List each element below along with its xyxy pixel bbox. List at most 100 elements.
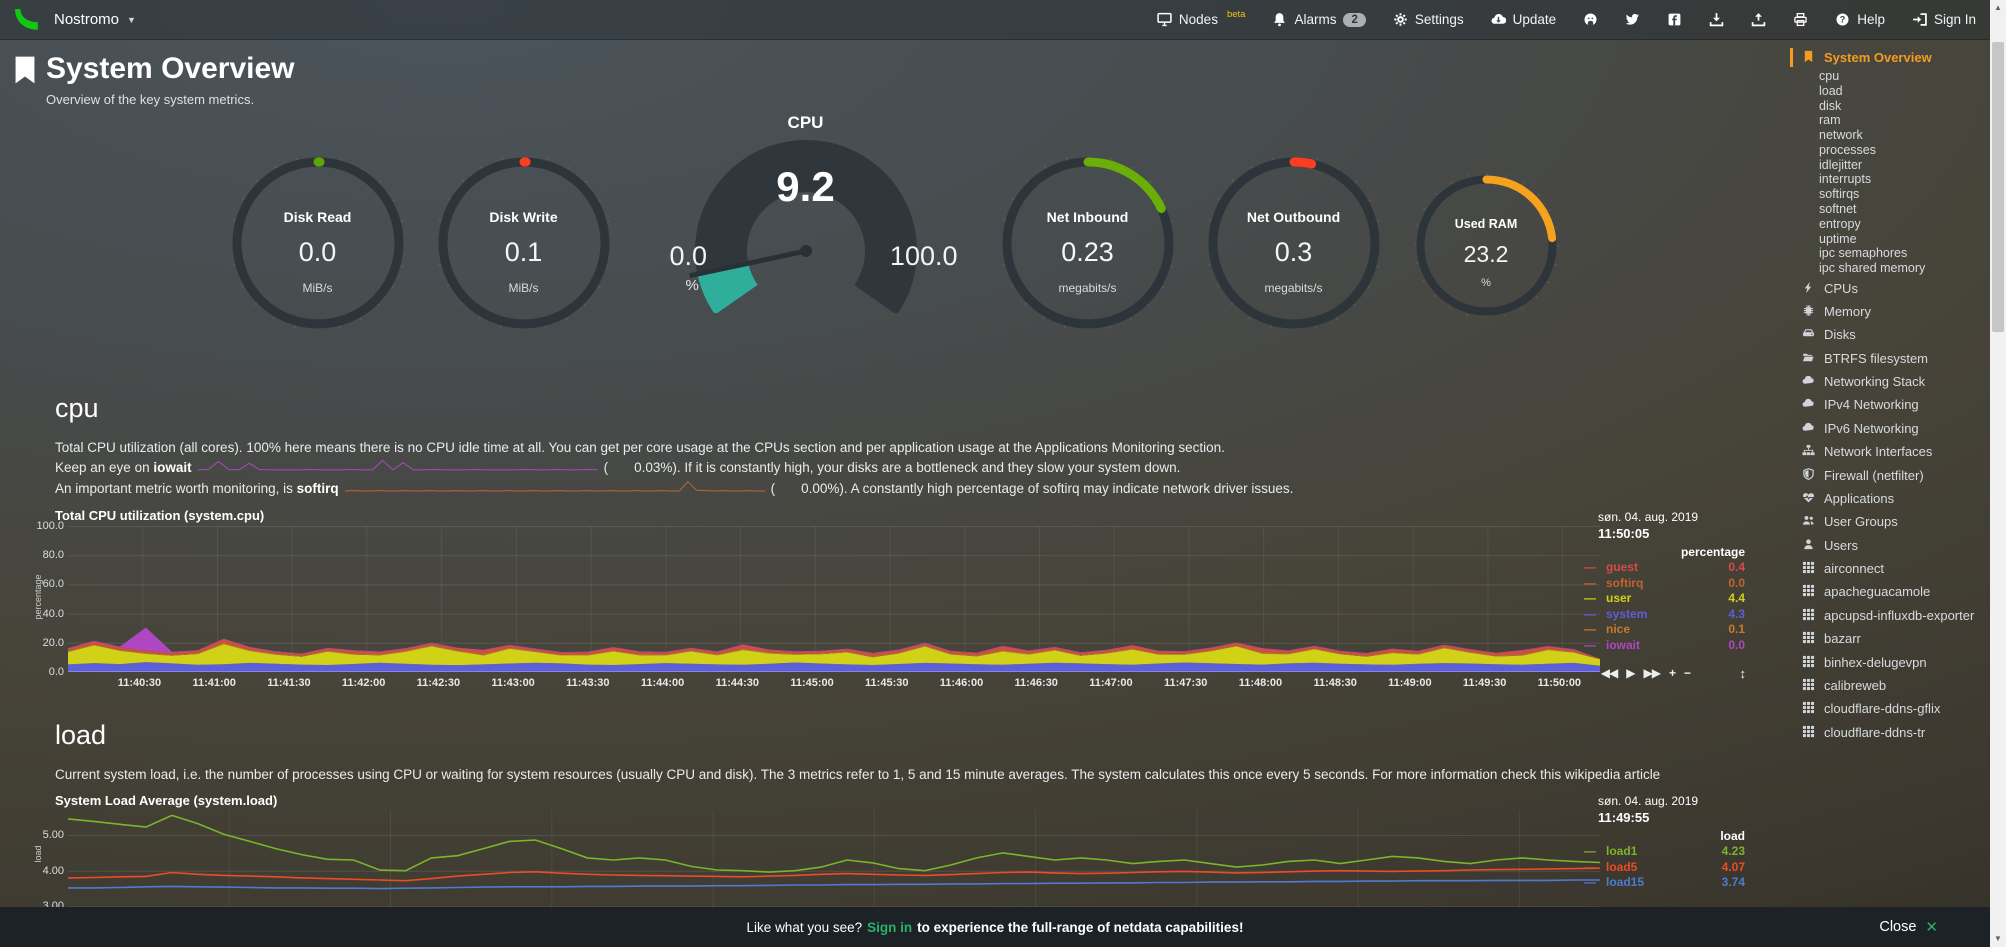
pan-forward-icon[interactable]: ▶▶ (1643, 666, 1661, 680)
sidebar-item-disks[interactable]: Disks (1802, 323, 1990, 346)
play-icon[interactable]: ▶ (1626, 666, 1635, 680)
resize-handle-icon[interactable]: ↕ (1739, 666, 1747, 681)
net-outbound-gauge[interactable]: Net Outbound 0.3 megabits/s (1207, 157, 1380, 329)
disk-read-gauge[interactable]: Disk Read 0.0 MiB/s (231, 157, 404, 329)
legend-row-softirq[interactable]: — softirq 0.0 (1584, 576, 1748, 592)
sidebar-item-cloudflare-ddns-tr[interactable]: cloudflare-ddns-tr (1802, 720, 1990, 743)
sidebar-item-users[interactable]: Users (1802, 533, 1990, 556)
github-button[interactable] (1583, 12, 1598, 27)
sidebar-subitem-interrupts[interactable]: interrupts (1819, 172, 1872, 187)
update-button[interactable]: Update (1491, 12, 1556, 27)
settings-button[interactable]: Settings (1393, 12, 1464, 27)
window-scrollbar[interactable]: ▲ ▼ (1990, 0, 2006, 947)
help-button[interactable]: ? Help (1835, 12, 1885, 27)
used-ram-gauge[interactable]: Used RAM 23.2 % (1413, 173, 1559, 318)
chevron-down-icon: ▼ (127, 14, 136, 25)
sidebar-subitem-ipc-semaphores[interactable]: ipc semaphores (1819, 246, 1908, 261)
legend-row-nice[interactable]: — nice 0.1 (1584, 622, 1748, 638)
gauge-title: CPU (787, 113, 824, 132)
x-tick-label: 11:46:00 (939, 677, 984, 689)
cpu-chart-canvas[interactable] (68, 526, 1600, 673)
nodes-button[interactable]: Nodes beta (1157, 9, 1245, 27)
sidebar-subitem-load[interactable]: load (1819, 83, 1843, 98)
sidebar-subitem-ram[interactable]: ram (1819, 113, 1841, 128)
sidebar-subitem-softirqs[interactable]: softirqs (1819, 187, 1860, 202)
scrollbar-thumb[interactable] (1992, 42, 2004, 332)
sidebar-item-cloudflare-ddns-gflix[interactable]: cloudflare-ddns-gflix (1802, 697, 1990, 720)
legend-date: søn. 04. aug. 2019 (1598, 510, 1699, 524)
sidebar-subitem-ipc-shared-memory[interactable]: ipc shared memory (1819, 261, 1926, 276)
legend-unit-header: percentage (1680, 545, 1745, 559)
sidebar-item-cpus[interactable]: CPUs (1802, 276, 1990, 299)
sidebar-item-airconnect[interactable]: airconnect (1802, 557, 1990, 580)
question-circle-icon: ? (1836, 13, 1849, 26)
sidebar-item-ipv4-networking[interactable]: IPv4 Networking (1802, 393, 1990, 416)
legend-row-load1[interactable]: — load1 4.23 (1584, 844, 1748, 860)
sidebar-item-system-overview[interactable]: System Overview (1790, 46, 1990, 69)
gauge-unit: % (1481, 277, 1491, 289)
hostname-dropdown[interactable]: Nostromo ▼ (54, 11, 136, 28)
legend-row-user[interactable]: — user 4.4 (1584, 591, 1748, 607)
x-tick-label: 11:49:00 (1388, 677, 1432, 689)
pan-backward-icon[interactable]: ◀◀ (1600, 666, 1618, 680)
sidebar-subitem-cpu[interactable]: cpu (1819, 68, 1840, 83)
cpu-gauge[interactable]: CPU 9.2 0.0 100.0 % (644, 113, 968, 365)
sidebar-item-bazarr[interactable]: bazarr (1802, 627, 1990, 650)
sidebar-item-label: IPv6 Networking (1824, 420, 1919, 436)
legend-row-iowait[interactable]: — iowait 0.0 (1584, 638, 1748, 654)
scrollbar-up-icon[interactable]: ▲ (1994, 3, 2002, 12)
chart-plot-area[interactable] (67, 810, 1601, 910)
sidebar-item-network-interfaces[interactable]: Network Interfaces (1802, 440, 1990, 463)
hostname-label: Nostromo (54, 11, 120, 28)
sidebar-item-btrfs-filesystem[interactable]: BTRFS filesystem (1802, 346, 1990, 369)
sidebar-subitem-uptime[interactable]: uptime (1819, 231, 1857, 246)
sidebar-item-ipv6-networking[interactable]: IPv6 Networking (1802, 417, 1990, 440)
zoom-out-icon[interactable]: − (1683, 666, 1691, 680)
sidebar-item-label: User Groups (1824, 514, 1898, 530)
sidebar-item-user-groups[interactable]: User Groups (1802, 510, 1990, 533)
banner-close-button[interactable]: Close ✕ (1879, 918, 1938, 936)
net-inbound-gauge[interactable]: Net Inbound 0.23 megabits/s (1001, 157, 1174, 329)
legend-row-system[interactable]: — system 4.3 (1584, 607, 1748, 623)
gauge-ring (437, 157, 610, 329)
sidebar-subitem-idlejitter[interactable]: idlejitter (1819, 157, 1863, 172)
legend-name: load15 (1606, 875, 1645, 889)
download-snapshot-button[interactable] (1709, 12, 1724, 27)
legend-row-guest[interactable]: — guest 0.4 (1584, 560, 1748, 576)
banner-signin-link[interactable]: Sign in (867, 919, 913, 935)
chart-plot-area[interactable] (68, 526, 1600, 673)
alarms-button[interactable]: Alarms 2 (1272, 12, 1366, 27)
sidebar-item-firewall-netfilter[interactable]: Firewall (netfilter) (1802, 463, 1990, 486)
sidebar-item-applications[interactable]: Applications (1802, 487, 1990, 510)
x-tick-label: 11:49:30 (1462, 677, 1507, 689)
signin-button[interactable]: Sign In (1912, 12, 1976, 27)
sidebar-item-calibreweb[interactable]: calibreweb (1802, 674, 1990, 697)
sidebar-subitem-network[interactable]: network (1819, 128, 1863, 143)
twitter-button[interactable] (1625, 12, 1640, 27)
sidebar-item-memory[interactable]: Memory (1802, 300, 1990, 323)
load-chart-canvas[interactable] (67, 810, 1601, 910)
sidebar-item-binhex-delugevpn[interactable]: binhex-delugevpn (1802, 650, 1990, 673)
disk-write-gauge[interactable]: Disk Write 0.1 MiB/s (437, 157, 610, 329)
print-button[interactable] (1793, 12, 1808, 27)
gear-icon (1394, 13, 1407, 26)
sidebar-subitem-softnet[interactable]: softnet (1819, 202, 1857, 216)
upload-snapshot-button[interactable] (1751, 12, 1766, 27)
sidebar-subitem-disk[interactable]: disk (1819, 98, 1842, 113)
sidebar-item-apacheguacamole[interactable]: apacheguacamole (1802, 580, 1990, 603)
bookmark-icon (1802, 50, 1817, 64)
sidebar-item-label: Disks (1824, 327, 1856, 343)
gauge-value: 0.0 (298, 237, 337, 267)
sidebar-subitem-entropy[interactable]: entropy (1819, 216, 1861, 231)
sidebar-item-networking-stack[interactable]: Networking Stack (1802, 370, 1990, 393)
scrollbar-down-icon[interactable]: ▼ (1994, 934, 2002, 943)
sidebar-item-apcupsd-influxdb-exporter[interactable]: apcupsd-influxdb-exporter (1802, 604, 1990, 627)
legend-swatch: — (1584, 637, 1596, 652)
sidebar-subitem-processes[interactable]: processes (1819, 142, 1876, 157)
zoom-in-icon[interactable]: + (1668, 666, 1676, 680)
legend-row-load5[interactable]: — load5 4.07 (1584, 860, 1748, 876)
sidebar-item-label: Users (1824, 537, 1858, 553)
facebook-button[interactable] (1667, 12, 1682, 27)
legend-row-load15[interactable]: — load15 3.74 (1584, 875, 1748, 891)
top-navbar: Nostromo ▼ Nodes beta Alarms 2 Settings … (0, 0, 1990, 40)
